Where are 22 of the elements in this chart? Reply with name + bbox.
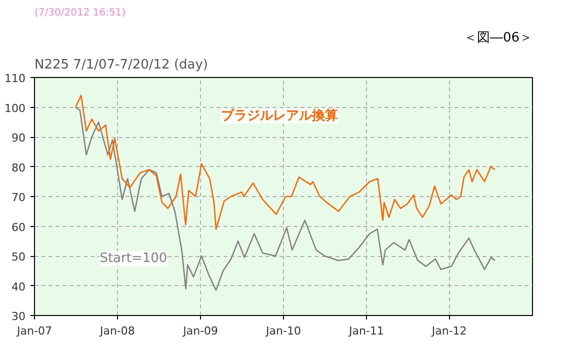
x-tick-label: Jan-07 [16, 324, 52, 338]
y-tick-label: 80 [12, 161, 26, 174]
text: ＜図―06＞ [464, 30, 533, 46]
x-tick-label: Jan-09 [182, 324, 218, 338]
y-tick-label: 30 [12, 310, 26, 323]
y-tick-label: 40 [12, 280, 26, 294]
y-tick-label: 100 [4, 102, 26, 115]
x-tick-label: Jan-10 [265, 324, 301, 338]
x-tick-label: Jan-11 [348, 324, 384, 338]
line-series [74, 106, 496, 291]
text: ブラジルレアル換算 [221, 108, 338, 124]
text: (7/30/2012 16:51) [34, 8, 126, 18]
line-series [74, 94, 496, 230]
annotation: Start=100 [100, 250, 168, 266]
y-tick-label: 110 [4, 72, 26, 85]
x-tick-label: Jan-12 [430, 324, 467, 338]
x-tick-label: Jan-08 [98, 324, 135, 338]
y-tick-label: 50 [12, 250, 26, 264]
y-tick-label: 90 [12, 132, 26, 144]
y-tick-label: 70 [12, 191, 26, 204]
chart-title: N225 7/1/07-7/20/12 (day) [34, 58, 208, 72]
y-tick-label: 60 [12, 220, 26, 234]
